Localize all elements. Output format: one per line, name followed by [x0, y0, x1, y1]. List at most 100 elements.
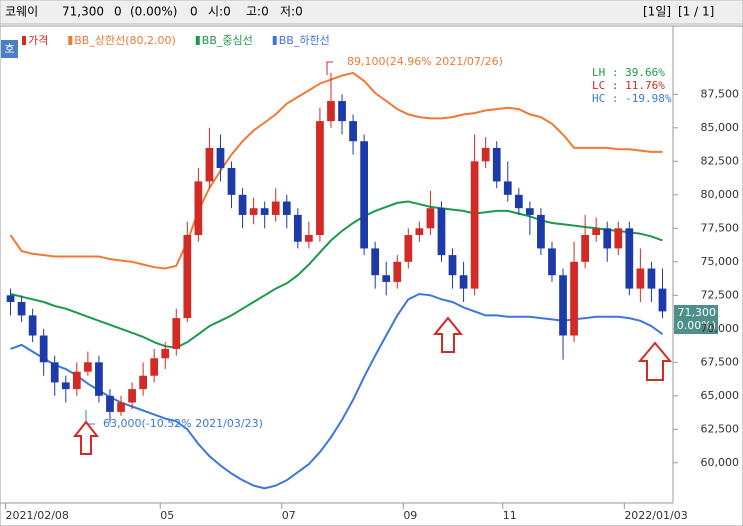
price-tag-change: ( 0.00%): [669, 319, 716, 332]
y-tick-label: 85,000: [701, 121, 740, 134]
open-price: 시:0: [208, 5, 231, 19]
legend-swatch: [195, 36, 200, 45]
high-annotation: 89,100(24.96% 2021/07/26): [347, 55, 503, 68]
up-arrow: [432, 316, 464, 353]
candle-body: [393, 261, 402, 282]
candle-body: [282, 201, 291, 215]
chart-frame: [0, 25, 743, 526]
candle-body: [658, 288, 667, 312]
x-tick-label: 2021/02/08: [6, 509, 69, 522]
candle-body: [305, 235, 313, 242]
change: 0: [114, 5, 122, 19]
price: 71,300: [62, 5, 104, 19]
candle-body: [481, 147, 490, 162]
x-tick-label: 07: [282, 509, 296, 522]
candle-body: [95, 362, 103, 396]
x-tick-label: 11: [503, 509, 517, 522]
candle-body: [249, 208, 258, 215]
candle-body: [117, 402, 125, 412]
candle-body: [72, 371, 81, 390]
stock-name: 코웨이: [5, 5, 38, 19]
price-tag: [674, 305, 718, 334]
candle-body: [327, 101, 335, 122]
candle-body: [39, 335, 48, 363]
candle-body: [238, 194, 247, 215]
candle-body: [216, 147, 225, 169]
low-annotation: 63,000(-10.52% 2021/03/23): [103, 417, 263, 430]
lh-stat: LH : 39.66%: [592, 66, 665, 79]
legend-swatch: [68, 36, 73, 45]
candle-body: [459, 275, 468, 289]
hc-stat: HC : -19.98%: [592, 92, 672, 105]
candle-body: [84, 362, 92, 372]
candle-body: [382, 275, 391, 282]
y-tick-label: 60,000: [701, 456, 740, 469]
legend-label: BB_하한선: [279, 33, 330, 47]
candle-body: [404, 235, 413, 262]
mode-button-label[interactable]: 호: [4, 43, 14, 56]
candle-body: [371, 248, 380, 276]
candle-body: [647, 268, 656, 289]
y-tick-label: 82,500: [701, 154, 740, 167]
band-line: [10, 292, 664, 490]
candle-body: [526, 208, 534, 215]
candle-body: [293, 214, 302, 242]
candle-body: [603, 228, 612, 249]
candle-body: [426, 208, 435, 229]
candle-body: [205, 147, 214, 182]
y-tick-label: 77,500: [701, 221, 740, 234]
volume: 0: [190, 5, 198, 19]
candle-body: [514, 194, 523, 209]
low-price: 저:0: [280, 5, 303, 19]
candle-body: [581, 235, 589, 262]
candle-body: [161, 348, 170, 359]
mode-button[interactable]: [1, 40, 18, 58]
x-tick-label: 09: [403, 509, 417, 522]
candle-body: [537, 214, 545, 249]
candle-body: [106, 395, 114, 412]
candle-body: [636, 268, 645, 289]
candle-body: [183, 235, 192, 319]
legend-label: 가격: [28, 34, 48, 47]
candle-body: [316, 121, 324, 236]
y-tick-label: 70,000: [701, 322, 740, 335]
period-button[interactable]: [1일]: [643, 5, 671, 19]
y-tick-label: 72,500: [701, 288, 740, 301]
candle-body: [570, 261, 578, 336]
candle-body: [17, 302, 26, 316]
y-tick-label: 87,500: [701, 87, 740, 100]
candle-body: [492, 147, 501, 182]
page-indicator: [1 / 1]: [678, 5, 714, 19]
legend: 가격 BB_상한선(80,2.00) BB_중심선 BB_하한선: [22, 33, 330, 47]
legend-swatch: [22, 36, 26, 45]
band-line: [9, 71, 663, 270]
y-tick-label: 80,000: [701, 188, 740, 201]
legend-swatch: [272, 36, 277, 45]
y-tick-label: 67,500: [701, 355, 740, 368]
band-line: [10, 200, 663, 349]
candle-body: [503, 181, 512, 195]
x-tick-label: 05: [160, 509, 174, 522]
candle-body: [559, 275, 567, 336]
x-tick-label: 2022/01/03: [624, 509, 687, 522]
up-arrow: [72, 420, 100, 455]
y-tick-label: 75,000: [701, 255, 740, 268]
candle-body: [448, 255, 457, 276]
change-rate: (0.00%): [130, 5, 177, 19]
candle-body: [28, 315, 37, 336]
candle-body: [338, 101, 346, 122]
y-tick-label: 62,500: [701, 422, 740, 435]
candle-body: [61, 382, 70, 390]
candle-body: [260, 208, 269, 215]
candle-body: [415, 228, 424, 236]
candle-body: [614, 228, 623, 249]
candle-body: [227, 168, 236, 195]
candle-body: [349, 121, 357, 142]
candle-body: [50, 362, 59, 383]
legend-label: BB_상한선(80,2.00): [74, 34, 176, 47]
high-price: 고:0: [246, 5, 269, 19]
up-arrow: [637, 341, 673, 381]
candle-body: [470, 161, 479, 289]
candle-body: [592, 228, 601, 236]
candle-body: [437, 208, 446, 256]
